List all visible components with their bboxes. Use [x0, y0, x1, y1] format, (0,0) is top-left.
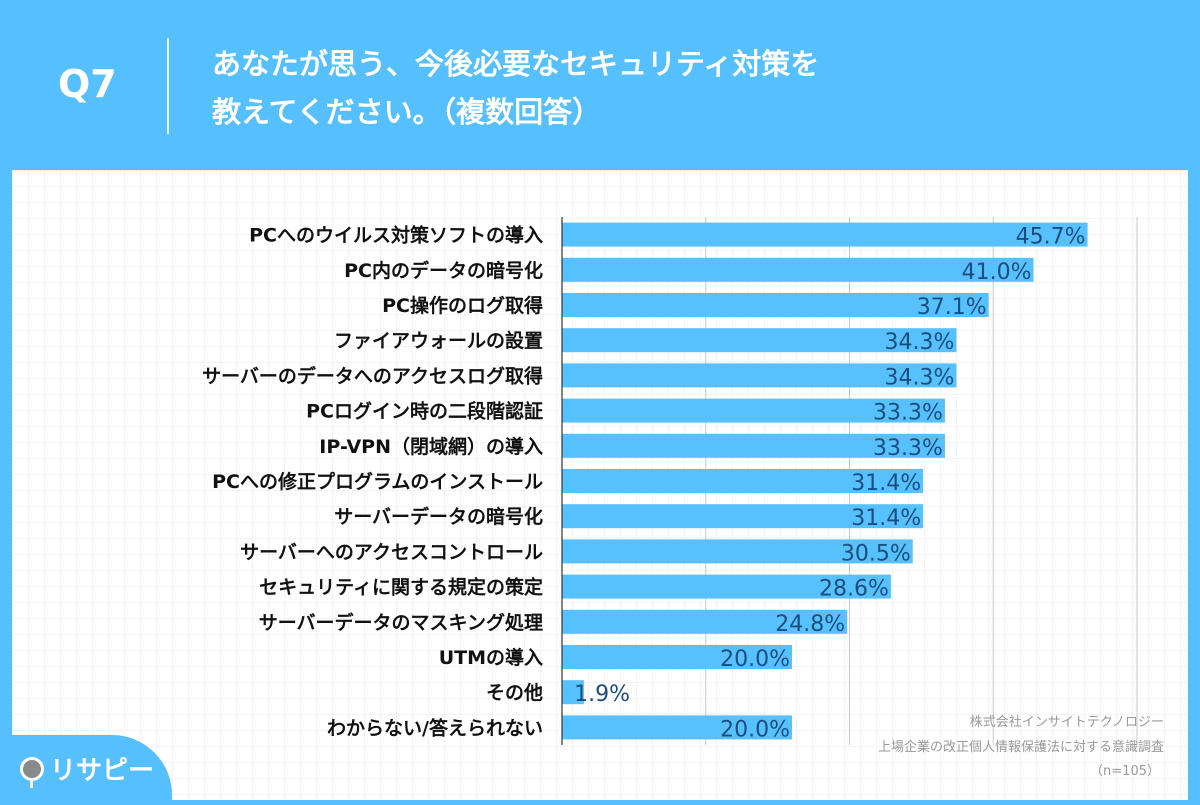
- data-label: 41.0%: [962, 260, 1032, 285]
- source-company: 株式会社インサイトテクノロジー: [969, 715, 1164, 730]
- question-number: Q7: [58, 62, 117, 106]
- data-label: 20.0%: [720, 717, 790, 742]
- data-label: 33.3%: [873, 401, 943, 426]
- category-label: サーバーデータの暗号化: [334, 505, 543, 528]
- category-label: サーバーへのアクセスコントロール: [240, 541, 543, 563]
- question-title: あなたが思う、今後必要なセキュリティ対策を 教えてください。（複数回答）: [212, 40, 819, 136]
- bar: [562, 539, 913, 564]
- bar: [562, 504, 924, 529]
- category-label: ファイアウォールの設置: [334, 329, 543, 352]
- category-label: サーバーのデータへのアクセスログ取得: [202, 364, 543, 387]
- bar: [562, 574, 891, 599]
- sample-size: （n=105）: [1090, 764, 1160, 779]
- bar: [562, 222, 1088, 247]
- data-label: 20.0%: [720, 647, 790, 672]
- category-label: PC操作のログ取得: [382, 294, 543, 317]
- category-label: PC内のデータの暗号化: [344, 259, 543, 282]
- bar: [562, 680, 584, 705]
- data-label: 1.9%: [574, 682, 630, 707]
- category-label: その他: [486, 681, 543, 704]
- data-label: 31.4%: [851, 471, 921, 496]
- bar: [562, 293, 989, 317]
- category-label: IP-VPN（閉域網）の導入: [319, 435, 543, 458]
- category-label: サーバーデータのマスキング処理: [259, 611, 543, 634]
- data-label: 45.7%: [1016, 225, 1086, 250]
- bar: [562, 363, 957, 388]
- bar: [562, 433, 945, 458]
- category-label: PCログイン時の二段階認証: [306, 400, 543, 423]
- bar: [562, 398, 945, 423]
- title-line-1: あなたが思う、今後必要なセキュリティ対策を: [212, 47, 820, 81]
- data-label: 28.6%: [819, 577, 889, 602]
- bar: [562, 609, 848, 634]
- data-label: 30.5%: [841, 541, 911, 566]
- logo: リサピー: [20, 750, 155, 788]
- data-label: 33.3%: [873, 436, 943, 461]
- bar: [562, 328, 957, 353]
- data-label: 34.3%: [885, 365, 955, 390]
- category-label: わからない/答えられない: [327, 716, 543, 739]
- data-label: 34.3%: [885, 330, 955, 355]
- bar: [562, 645, 792, 669]
- data-label: 31.4%: [851, 506, 921, 531]
- header-divider: [167, 38, 169, 134]
- data-label: 24.8%: [775, 612, 845, 637]
- bar: [562, 469, 924, 493]
- source-survey: 上場企業の改正個人情報保護法に対する意識調査: [877, 740, 1164, 755]
- data-label: 37.1%: [917, 295, 987, 320]
- pin-icon: [20, 756, 44, 788]
- bar: [562, 715, 792, 740]
- logo-text: リサピー: [50, 756, 155, 786]
- category-label: セキュリティに関する規定の策定: [259, 576, 543, 599]
- title-line-2: 教えてください。（複数回答）: [212, 95, 602, 129]
- category-label: PCへのウイルス対策ソフトの導入: [249, 224, 543, 247]
- bar: [562, 257, 1034, 282]
- category-label: UTMの導入: [439, 646, 543, 669]
- category-label: PCへの修正プログラムのインストール: [212, 470, 543, 493]
